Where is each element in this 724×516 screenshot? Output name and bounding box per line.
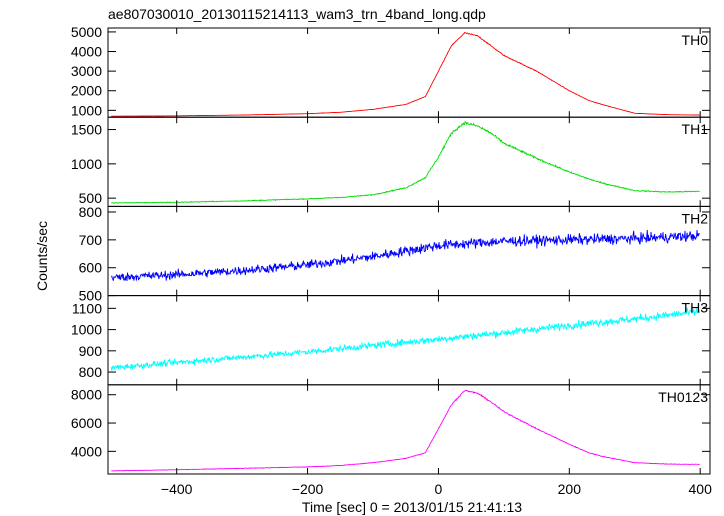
x-axis-label: Time [sec] 0 = 2013/01/15 21:41:13 <box>302 499 522 515</box>
y-tick-label: 800 <box>79 204 103 220</box>
y-tick-label: 600 <box>79 260 103 276</box>
y-tick-label: 1000 <box>71 322 102 338</box>
y-tick-label: 2000 <box>71 83 102 99</box>
series-line-th3 <box>110 307 701 371</box>
y-tick-label: 1000 <box>71 102 102 118</box>
panel-label-th1: TH1 <box>682 121 709 137</box>
y-tick-label: 1500 <box>71 122 102 138</box>
y-tick-label: 1100 <box>72 300 102 316</box>
y-tick-label: 800 <box>79 364 103 380</box>
y-tick-label: 900 <box>79 343 103 359</box>
panel-label-th0123: TH0123 <box>658 389 708 405</box>
y-tick-label: 5000 <box>71 24 102 40</box>
panel-frame-th1 <box>107 116 711 207</box>
y-tick-label: 500 <box>79 190 103 206</box>
panel-label-th0: TH0 <box>682 32 709 48</box>
x-tick-label: 200 <box>558 481 582 497</box>
y-tick-label: 1000 <box>71 156 102 172</box>
y-tick-label: 700 <box>79 232 103 248</box>
chart-title: ae807030010_20130115214113_wam3_trn_4ban… <box>108 6 486 22</box>
series-line-th1 <box>111 120 700 204</box>
x-tick-label: −200 <box>292 481 324 497</box>
x-tick-label: 400 <box>689 481 713 497</box>
y-tick-label: 500 <box>79 288 103 304</box>
series-line-th2 <box>111 229 700 282</box>
series-line-th0 <box>111 31 700 117</box>
panel-label-th3: TH3 <box>682 300 709 316</box>
y-tick-label: 8000 <box>71 387 102 403</box>
series-line-th0123 <box>111 389 700 472</box>
panel-frame-th0 <box>107 27 711 118</box>
panel-frame-th2 <box>107 205 711 297</box>
panel-frame-th0123 <box>107 384 711 475</box>
panel-frame-th3 <box>107 295 711 386</box>
y-axis-label: Counts/sec <box>34 221 50 291</box>
x-tick-label: 0 <box>435 481 443 497</box>
y-tick-label: 3000 <box>71 63 102 79</box>
y-tick-label: 4000 <box>71 443 102 459</box>
panel-label-th2: TH2 <box>682 210 709 226</box>
y-tick-label: 6000 <box>71 415 102 431</box>
x-tick-label: −400 <box>161 481 193 497</box>
y-tick-label: 4000 <box>71 44 102 60</box>
